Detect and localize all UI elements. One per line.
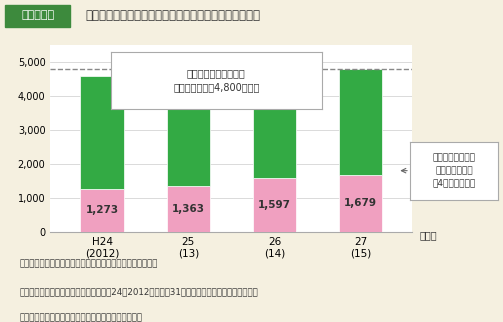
Text: 資料：林野庁「森林資源の現況」（平成24（2012）年３月31日現在）、林野庁「森林・林業統: 資料：林野庁「森林資源の現況」（平成24（2012）年３月31日現在）、林野庁「… — [20, 287, 259, 296]
Bar — [253, 178, 296, 232]
Text: 計要覧」、林野庁「木材需給表」に基づき試算。: 計要覧」、林野庁「木材需給表」に基づき試算。 — [20, 314, 143, 322]
Text: 主伐期の人工林資源の成長量と主伐による丸太の供給量: 主伐期の人工林資源の成長量と主伐による丸太の供給量 — [86, 9, 261, 22]
Bar — [80, 76, 124, 189]
Bar — [80, 189, 124, 232]
Bar — [166, 89, 210, 185]
Text: 1,273: 1,273 — [86, 205, 119, 215]
Text: 主伐による丸太の
供給量は成長量
の4割以下の水準: 主伐による丸太の 供給量は成長量 の4割以下の水準 — [433, 154, 475, 188]
Text: 主伐期の人工林資源の
年間成長量（約4,800万㎥）: 主伐期の人工林資源の 年間成長量（約4,800万㎥） — [173, 69, 260, 92]
Bar — [339, 175, 382, 232]
Bar — [339, 69, 382, 175]
Text: 1,363: 1,363 — [172, 204, 205, 214]
FancyBboxPatch shape — [5, 5, 70, 27]
Bar — [253, 79, 296, 178]
Text: 1,679: 1,679 — [344, 198, 377, 208]
Text: 注：年間成長量には間伐された林木の成長量は含まれない。: 注：年間成長量には間伐された林木の成長量は含まれない。 — [20, 259, 158, 268]
Text: 1,597: 1,597 — [258, 200, 291, 210]
Text: 資料Ｉ－２: 資料Ｉ－２ — [21, 10, 54, 21]
Text: （年）: （年） — [420, 230, 438, 240]
Bar — [166, 185, 210, 232]
